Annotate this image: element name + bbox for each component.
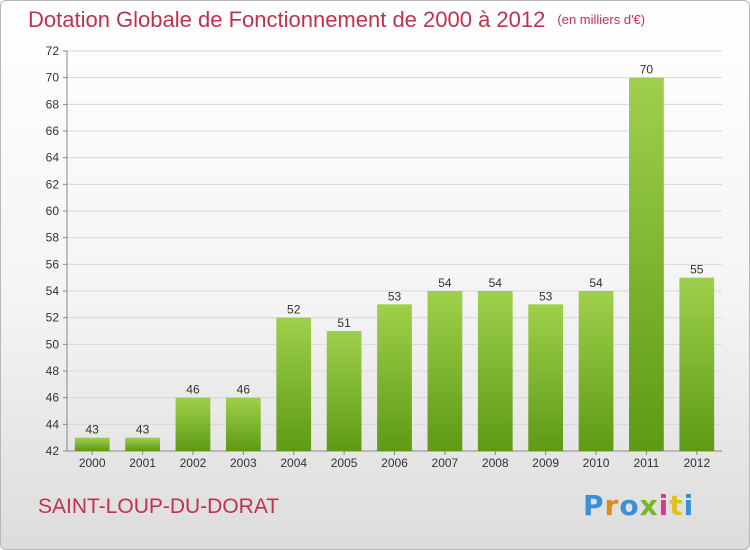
data-label: 53 xyxy=(539,289,553,303)
proxiti-logo: Proxiti xyxy=(583,489,694,522)
logo-letter: i xyxy=(658,489,670,522)
chart-title-main: Dotation Globale de Fonctionnement de 20… xyxy=(28,7,546,32)
y-tick-label: 58 xyxy=(46,231,60,245)
y-tick-label: 64 xyxy=(46,151,60,165)
data-labels: 43 43 46 46 52 51 53 54 54 53 54 70 55 xyxy=(86,63,704,437)
data-label: 70 xyxy=(640,63,654,77)
data-label: 46 xyxy=(237,383,251,397)
bar-2008 xyxy=(477,291,513,451)
logo-letter: P xyxy=(583,489,605,522)
data-label: 54 xyxy=(589,276,603,290)
bar-2000 xyxy=(74,437,110,451)
chart-title: Dotation Globale de Fonctionnement de 20… xyxy=(28,7,645,33)
data-label: 53 xyxy=(388,289,402,303)
x-tick-label: 2004 xyxy=(280,456,307,470)
bar-2002 xyxy=(175,397,211,451)
y-tick-label: 62 xyxy=(46,177,60,191)
y-tick-label: 46 xyxy=(46,391,60,405)
bar-2012 xyxy=(679,277,715,451)
bars xyxy=(74,77,715,452)
y-tick-label: 70 xyxy=(46,71,60,85)
bar-2001 xyxy=(125,437,160,451)
bar-2007 xyxy=(427,291,463,451)
bar-2011 xyxy=(629,77,664,452)
y-tick-label: 54 xyxy=(46,284,60,298)
data-label: 51 xyxy=(337,316,351,330)
data-label: 43 xyxy=(86,423,100,437)
y-tick-label: 56 xyxy=(46,257,60,271)
logo-letter: o xyxy=(619,489,640,522)
bar-2009 xyxy=(528,304,564,451)
x-tick-label: 2003 xyxy=(230,456,257,470)
chart-unit: (en milliers d'€) xyxy=(557,12,646,27)
x-tick-label: 2001 xyxy=(129,456,156,470)
bar-2010 xyxy=(578,291,614,451)
x-tick-label: 2011 xyxy=(634,456,660,470)
bar-2004 xyxy=(276,317,312,451)
x-tick-label: 2012 xyxy=(683,456,710,470)
y-tick-label: 52 xyxy=(46,311,60,325)
bar-2005 xyxy=(326,331,362,451)
y-tick-label: 68 xyxy=(46,97,60,111)
bar-2003 xyxy=(225,397,261,451)
x-tick-label: 2009 xyxy=(532,456,559,470)
x-tick-label: 2006 xyxy=(381,456,408,470)
data-label: 54 xyxy=(438,276,452,290)
commune-name: SAINT-LOUP-DU-DORAT xyxy=(38,495,280,518)
bar-2006 xyxy=(377,304,412,451)
data-label: 52 xyxy=(287,303,301,317)
data-label: 55 xyxy=(690,263,704,277)
logo-letter: r xyxy=(604,489,620,522)
x-tick-label: 2000 xyxy=(79,456,106,470)
data-label: 46 xyxy=(186,383,200,397)
data-label: 54 xyxy=(489,276,503,290)
x-tick-label: 2002 xyxy=(180,456,207,470)
y-tick-label: 44 xyxy=(46,417,60,431)
y-tick-label: 50 xyxy=(46,337,60,351)
data-label: 43 xyxy=(136,423,150,437)
x-tick-label: 2007 xyxy=(432,456,459,470)
y-tick-label: 72 xyxy=(46,44,60,58)
x-tick-label: 2008 xyxy=(482,456,509,470)
x-tick-label: 2005 xyxy=(331,456,358,470)
logo-letter: i xyxy=(683,489,695,522)
logo-letter: t xyxy=(669,489,684,522)
y-tick-label: 60 xyxy=(46,204,60,218)
y-tick-label: 66 xyxy=(46,124,60,138)
logo-letter: x xyxy=(639,489,659,522)
x-tick-label: 2010 xyxy=(583,456,610,470)
y-tick-label: 42 xyxy=(46,444,60,458)
y-tick-label: 48 xyxy=(46,364,60,378)
